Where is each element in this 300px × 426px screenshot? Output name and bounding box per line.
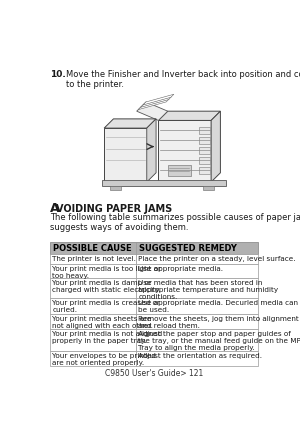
Polygon shape: [211, 111, 220, 182]
Bar: [136, 314, 258, 329]
Bar: [136, 253, 258, 265]
Bar: [102, 181, 226, 186]
Text: The following table summarizes possible causes of paper jams and
suggests ways o: The following table summarizes possible …: [50, 213, 300, 232]
Bar: [50, 265, 136, 278]
Text: Place the printer on a steady, level surface.: Place the printer on a steady, level sur…: [138, 256, 296, 262]
Bar: [158, 121, 211, 182]
Text: Your envelopes to be printed
are not oriented properly.: Your envelopes to be printed are not ori…: [52, 353, 156, 366]
Bar: [202, 186, 214, 190]
Text: C9850 User's Guide> 121: C9850 User's Guide> 121: [105, 369, 203, 378]
Bar: [136, 278, 258, 298]
Text: Remove the sheets, jog them into alignment
and reload them.: Remove the sheets, jog them into alignme…: [138, 316, 299, 328]
Text: Your print media is damp or
charged with static electricity.: Your print media is damp or charged with…: [52, 280, 161, 293]
Text: POSSIBLE CAUSE: POSSIBLE CAUSE: [53, 245, 132, 253]
Text: Use media that has been stored in
appropriate temperature and humidity
condition: Use media that has been stored in approp…: [138, 280, 278, 300]
Text: SUGGESTED REMEDY: SUGGESTED REMEDY: [139, 245, 237, 253]
Bar: [50, 298, 136, 314]
Text: Adjust the orientation as required.: Adjust the orientation as required.: [138, 353, 262, 359]
Bar: [136, 329, 258, 351]
Bar: [199, 167, 210, 174]
Polygon shape: [104, 119, 156, 128]
Bar: [50, 253, 136, 265]
Bar: [50, 242, 258, 253]
Bar: [50, 314, 136, 329]
Text: Use appropriate media. Decurled media can
be used.: Use appropriate media. Decurled media ca…: [138, 300, 298, 313]
Polygon shape: [147, 119, 156, 182]
Text: Your print media is creased or
curled.: Your print media is creased or curled.: [52, 300, 160, 313]
Text: Your print media sheets are
not aligned with each other.: Your print media sheets are not aligned …: [52, 316, 153, 328]
Text: Your print media is too light or
too heavy.: Your print media is too light or too hea…: [52, 266, 161, 279]
Bar: [199, 127, 210, 134]
Bar: [50, 351, 136, 366]
Polygon shape: [137, 102, 168, 121]
Text: VOIDING PAPER JAMS: VOIDING PAPER JAMS: [56, 204, 172, 213]
Bar: [136, 298, 258, 314]
Polygon shape: [158, 111, 220, 121]
Bar: [168, 165, 191, 176]
Bar: [199, 157, 210, 164]
Polygon shape: [141, 97, 172, 107]
Text: Move the Finisher and Inverter back into position and connect
to the printer.: Move the Finisher and Inverter back into…: [66, 69, 300, 89]
Polygon shape: [143, 94, 174, 105]
Text: The printer is not level.: The printer is not level.: [52, 256, 136, 262]
Bar: [136, 265, 258, 278]
Bar: [50, 329, 136, 351]
Text: A: A: [50, 202, 59, 215]
Bar: [199, 137, 210, 144]
Text: Adjust the paper stop and paper guides of
the tray, or the manual feed guide on : Adjust the paper stop and paper guides o…: [138, 331, 300, 351]
Bar: [110, 186, 121, 190]
Text: Your print media is not aligned
properly in the paper tray.: Your print media is not aligned properly…: [52, 331, 163, 344]
Polygon shape: [138, 99, 169, 109]
Bar: [136, 351, 258, 366]
Bar: [104, 128, 147, 182]
Text: 10.: 10.: [50, 69, 66, 79]
Text: Use appropriate media.: Use appropriate media.: [138, 266, 224, 272]
Bar: [199, 147, 210, 154]
Bar: [50, 278, 136, 298]
